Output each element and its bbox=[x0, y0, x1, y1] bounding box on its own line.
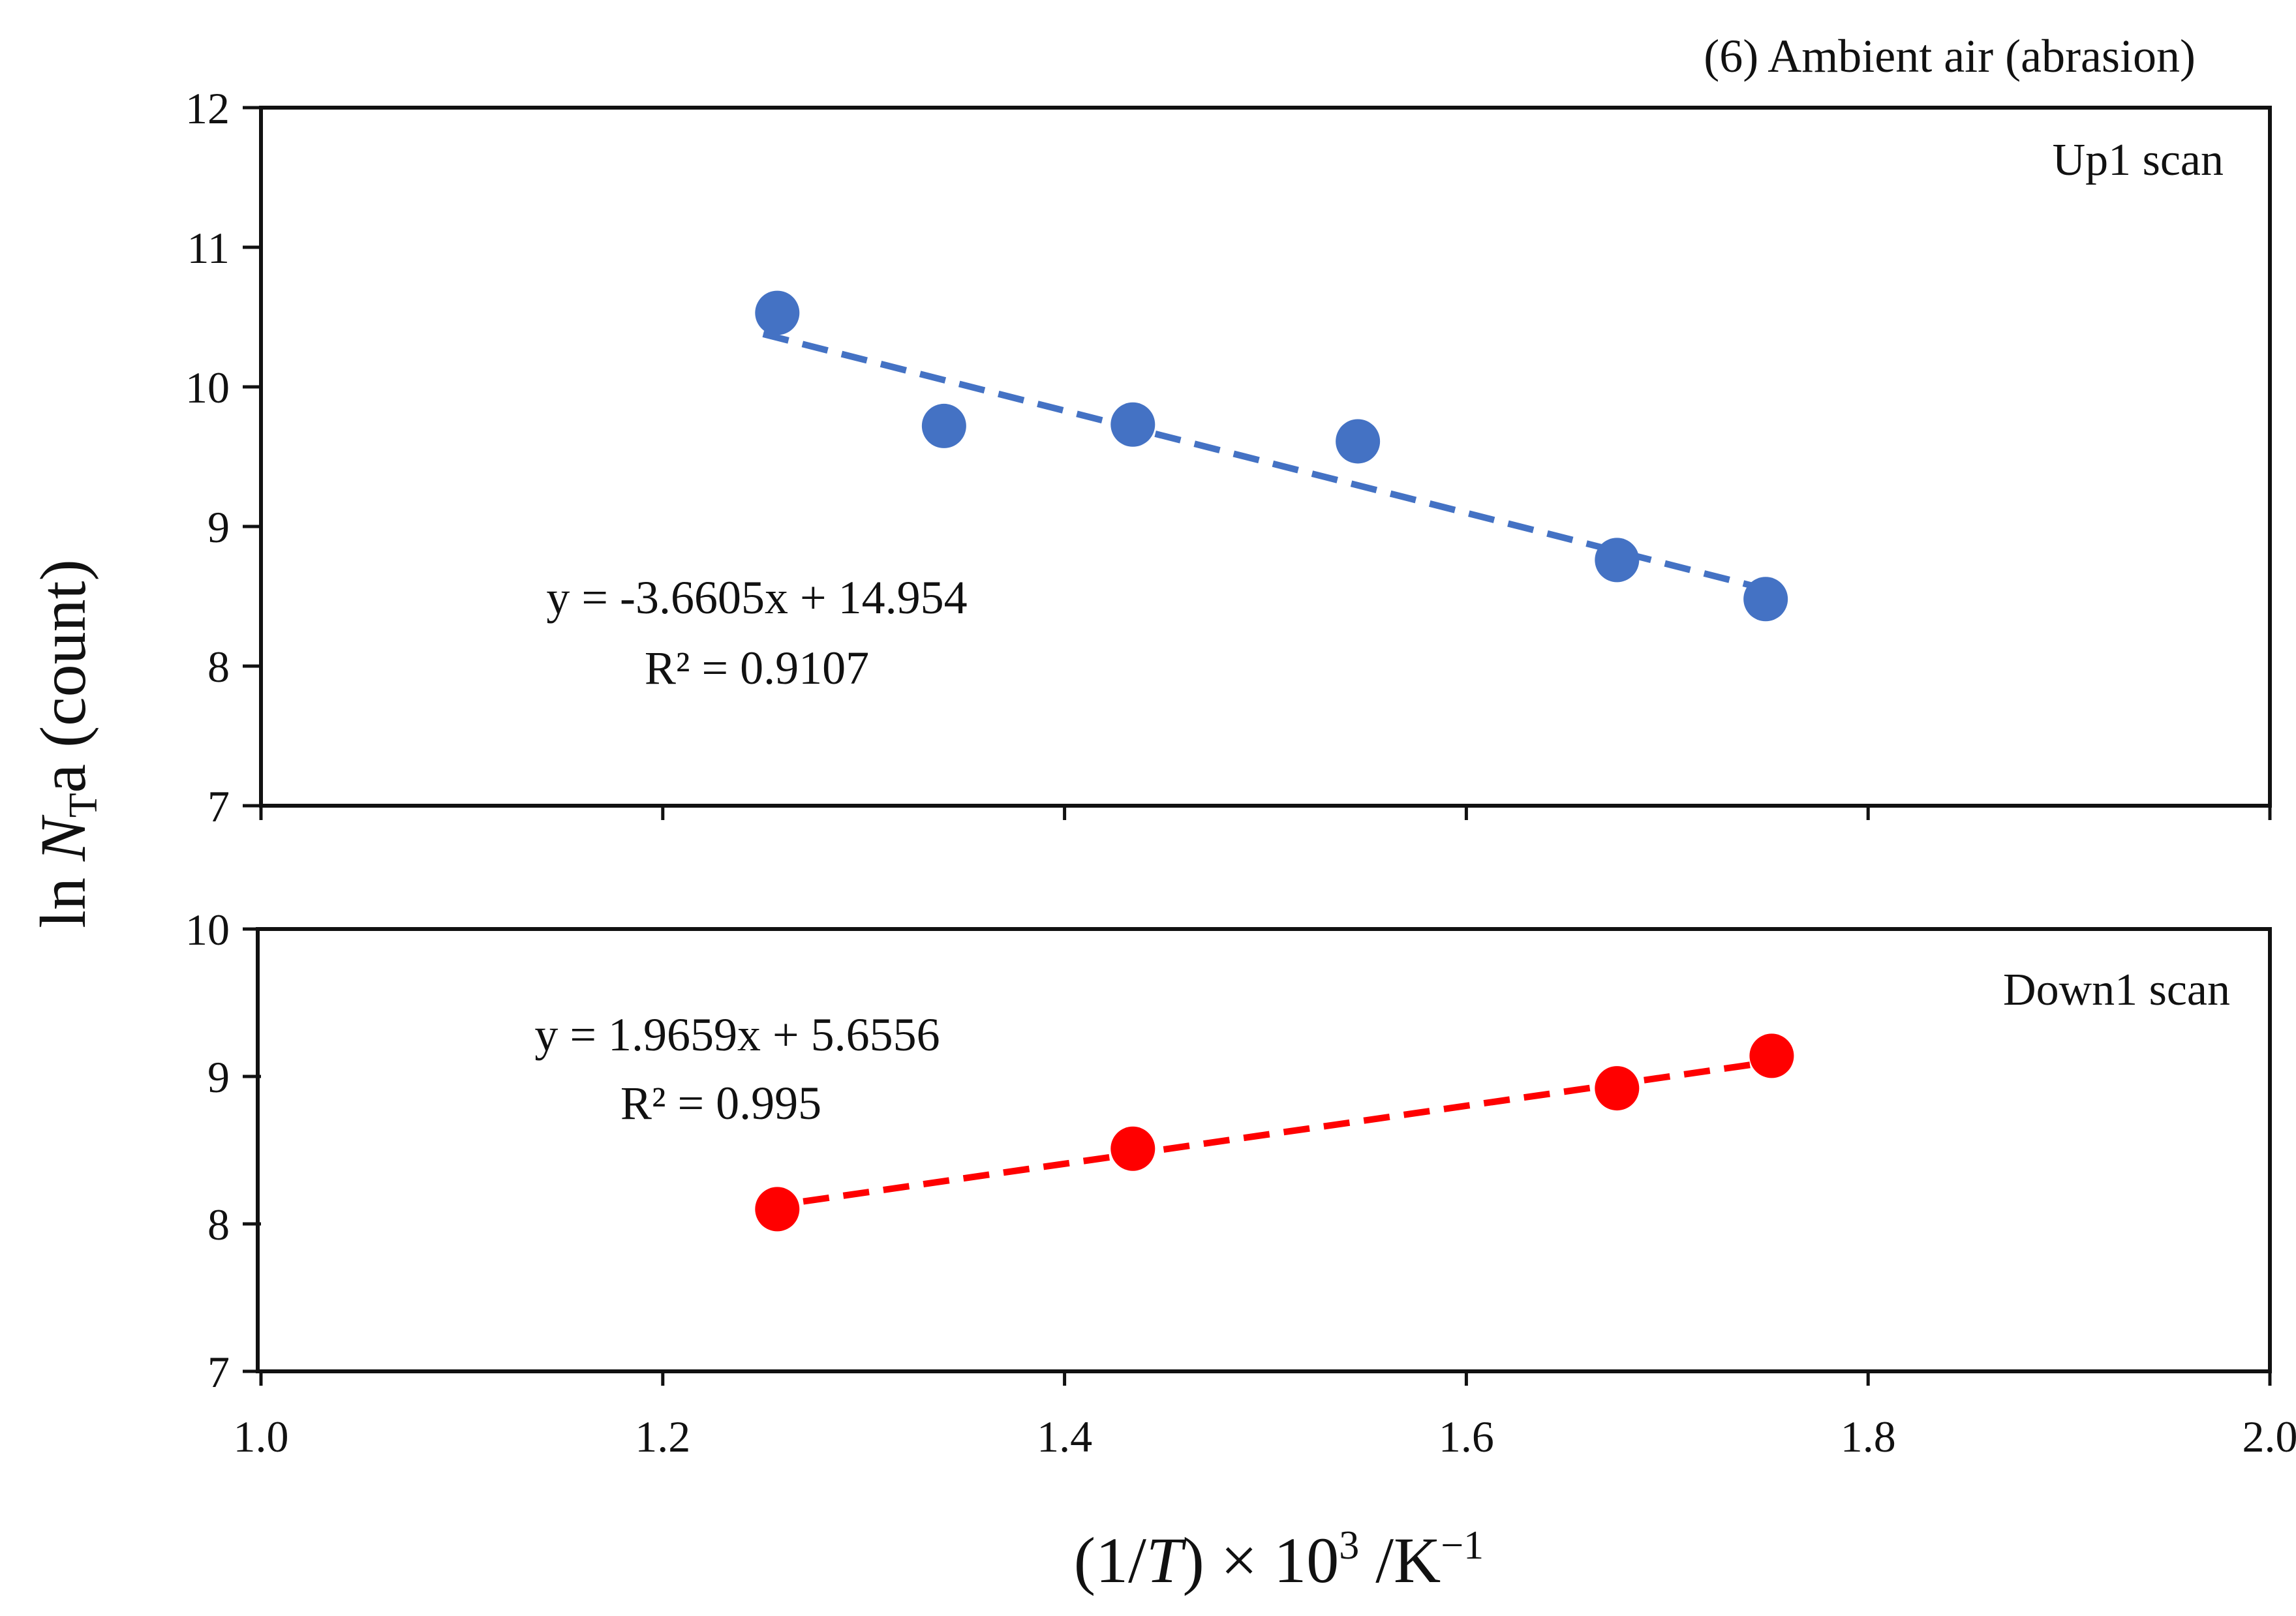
up1-y-tick-label: 8 bbox=[207, 642, 230, 692]
up1-y-tick-label: 9 bbox=[207, 502, 230, 552]
down1-data-point bbox=[1749, 1033, 1794, 1078]
down1-y-tick-label: 9 bbox=[207, 1052, 230, 1102]
x-axis-title: (1/T) × 103 /K−1 bbox=[1074, 1523, 1484, 1596]
up1-y-tick-label: 7 bbox=[207, 782, 230, 831]
up1-data-point bbox=[1595, 538, 1640, 583]
down1-y-tick-label: 8 bbox=[207, 1200, 230, 1249]
down1-r-squared: R² = 0.995 bbox=[620, 1077, 821, 1129]
down1-equation: y = 1.9659x + 5.6556 bbox=[534, 1009, 940, 1061]
down1-y-tick-label: 7 bbox=[207, 1347, 230, 1397]
down1-data-point bbox=[1595, 1066, 1640, 1111]
down1-scan-label: Down1 scan bbox=[2003, 965, 2230, 1015]
y-axis-title-text: ln NTa (count) bbox=[27, 559, 106, 928]
x-tick-label: 1.6 bbox=[1439, 1412, 1494, 1461]
up1-data-point bbox=[1336, 419, 1381, 464]
down1-data-point bbox=[755, 1187, 800, 1232]
up1-data-point bbox=[755, 290, 800, 335]
up1-r-squared: R² = 0.9107 bbox=[645, 642, 869, 694]
up1-y-tick-label: 10 bbox=[185, 363, 230, 412]
down1-trendline bbox=[763, 1058, 1773, 1211]
down1-panel-frame bbox=[256, 927, 2272, 1373]
x-tick-label: 1.4 bbox=[1037, 1412, 1092, 1461]
up1-data-point bbox=[1743, 577, 1788, 622]
x-tick-label: 2.0 bbox=[2242, 1412, 2296, 1461]
down1-data-point bbox=[1110, 1126, 1156, 1171]
up1-scan-label: Up1 scan bbox=[2053, 135, 2224, 185]
down1-y-tick-label: 10 bbox=[185, 905, 230, 954]
x-tick-label: 1.8 bbox=[1841, 1412, 1896, 1461]
up1-equation: y = -3.6605x + 14.954 bbox=[546, 572, 967, 624]
chart-title: (6) Ambient air (abrasion) bbox=[1704, 30, 2196, 82]
up1-panel-frame bbox=[259, 106, 2272, 808]
chart-marks: 7 8 9 10 11 12 7 8 9 10 1.0 1.2 1.4 1.6 1.8 2.0 bbox=[185, 84, 2296, 1461]
x-tick-label: 1.2 bbox=[635, 1412, 690, 1461]
up1-y-tick-label: 12 bbox=[185, 84, 230, 133]
up1-trendline bbox=[762, 331, 1767, 592]
x-tick-label: 1.0 bbox=[234, 1412, 289, 1461]
y-axis-title: ln NTa (count) bbox=[27, 559, 106, 928]
up1-data-point bbox=[921, 403, 966, 448]
up1-y-tick-label: 11 bbox=[187, 223, 230, 273]
up1-data-point bbox=[1110, 402, 1156, 447]
